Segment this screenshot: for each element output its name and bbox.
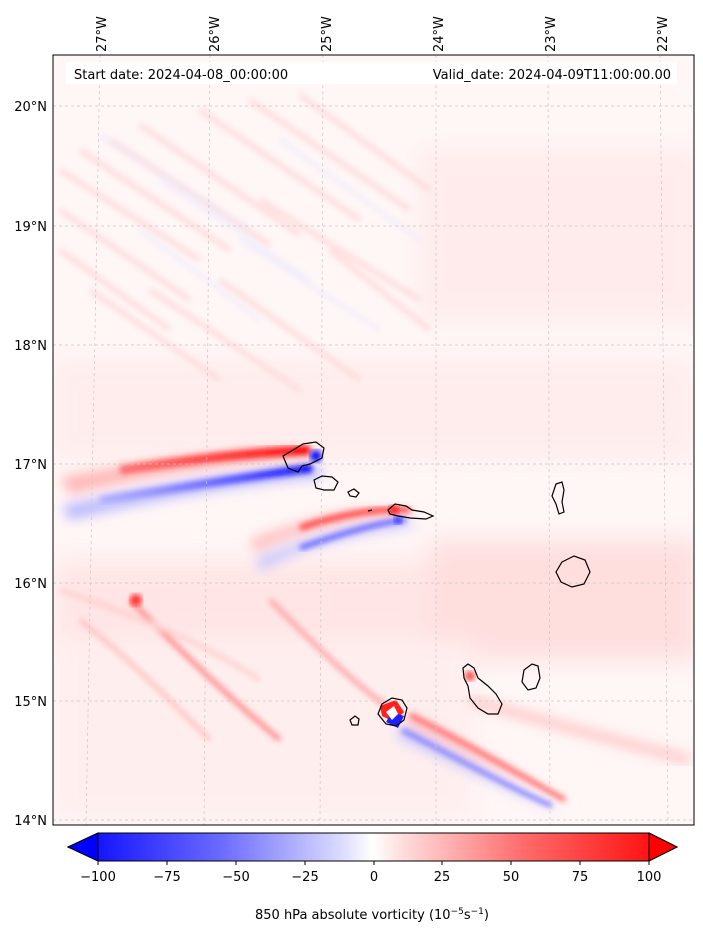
lon-tick: 22°W: [656, 16, 671, 52]
colorbar-tick: −25: [291, 870, 318, 885]
latitude-ticks: 20°N 19°N 18°N 17°N 16°N 15°N 14°N: [14, 100, 47, 829]
colorbar-max-extend: [648, 832, 679, 862]
colorbar-tick: −100: [80, 870, 116, 885]
vorticity-field: [53, 55, 694, 825]
lat-tick: 15°N: [14, 695, 47, 710]
colorbar-tick: 25: [434, 870, 451, 885]
island-sao-nicolau: [367, 503, 435, 520]
cape-verde-islands: [282, 441, 591, 727]
lat-tick: 16°N: [14, 577, 47, 592]
island-santa-luzia: [347, 488, 360, 498]
lat-tick: 18°N: [14, 339, 47, 354]
colorbar-min-extend: [66, 832, 99, 862]
colorbar-tick: 50: [503, 870, 520, 885]
lon-tick: 25°W: [320, 16, 335, 52]
island-maio: [521, 663, 541, 691]
lat-tick: 17°N: [14, 458, 47, 473]
lon-tick: 23°W: [544, 16, 559, 52]
island-boa-vista: [555, 555, 591, 588]
lon-tick: 27°W: [95, 16, 110, 52]
island-santo-antao: [282, 441, 325, 473]
colorbar-body: [66, 832, 679, 862]
colorbar-tick: −75: [153, 870, 180, 885]
island-fogo: [377, 697, 408, 727]
valid-date-label: Valid_date: 2024-04-09T11:00:00.00: [433, 68, 671, 83]
lat-tick: 19°N: [14, 220, 47, 235]
colorbar-tick: −50: [222, 870, 249, 885]
colorbar-tick: 75: [572, 870, 589, 885]
gridlines: [53, 55, 694, 825]
lat-tick: 14°N: [14, 814, 47, 829]
island-sao-vicente: [313, 475, 339, 491]
info-box: [66, 62, 677, 84]
colorbar-tick: 0: [370, 870, 378, 885]
lon-tick: 24°W: [432, 16, 447, 52]
start-date-label: Start date: 2024-04-08_00:00:00: [74, 68, 288, 83]
colorbar: −100 −75 −50 −25 0 25 50 75 100 850 hPa …: [66, 832, 679, 923]
island-santiago: [462, 663, 503, 715]
lat-tick: 20°N: [14, 100, 47, 115]
island-brava: [349, 715, 360, 726]
colorbar-label: 850 hPa absolute vorticity (10−5s−1): [255, 907, 489, 923]
longitude-ticks: 27°W 26°W 25°W 24°W 23°W 22°W: [95, 16, 671, 52]
map-frame: [52, 54, 695, 826]
island-sal: [551, 481, 565, 515]
lon-tick: 26°W: [208, 16, 223, 52]
colorbar-tick: 100: [637, 870, 662, 885]
